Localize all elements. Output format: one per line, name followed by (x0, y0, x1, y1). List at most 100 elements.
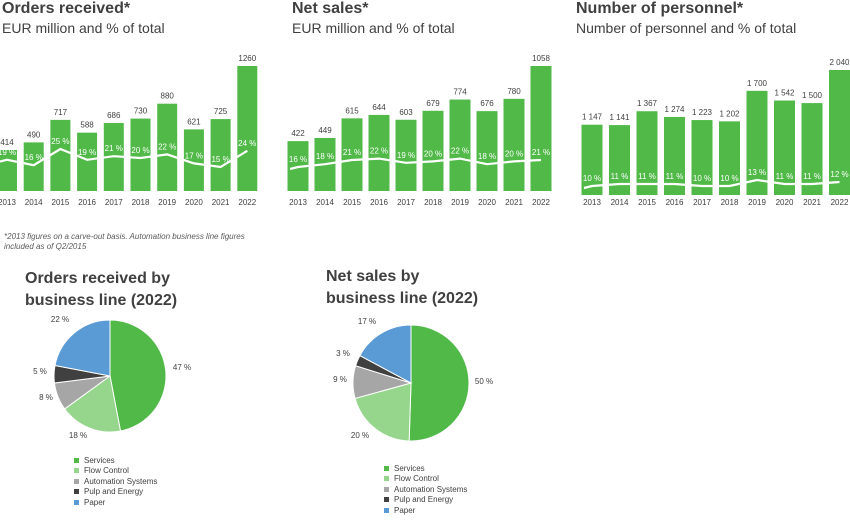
net_sales-year-label: 2018 (424, 198, 442, 207)
personnel-bar (774, 100, 795, 195)
legend-swatch (384, 476, 389, 482)
legend-swatch (384, 497, 389, 503)
legend-swatch (384, 465, 389, 471)
net_sales-year-label: 2022 (532, 198, 550, 207)
orders_received-value-label: 490 (27, 130, 41, 139)
net_sales-year-label: 2020 (478, 198, 496, 207)
net_sales-bar (395, 119, 417, 191)
personnel-year-label: 2013 (583, 198, 601, 207)
net_sales-share-label: 18 % (478, 152, 496, 161)
orders_received-share-label: 22 % (158, 142, 176, 151)
personnel-bar (664, 116, 685, 195)
personnel-value-label: 2 040 (829, 58, 850, 67)
personnel-share-label: 10 % (693, 174, 711, 183)
net_sales-bar (530, 66, 552, 191)
personnel-year-label: 2021 (803, 198, 821, 207)
net_sales-bar (341, 118, 363, 191)
legend-item: Services (384, 463, 467, 474)
orders_received-bar (157, 103, 178, 191)
orders_received-year-label: 2018 (132, 198, 150, 207)
legend-swatch (74, 457, 79, 463)
net_sales-year-label: 2014 (316, 198, 334, 207)
orders_received-value-label: 686 (107, 111, 121, 120)
net_sales-share-label: 22 % (451, 147, 469, 156)
net_sales-share-label: 18 % (316, 152, 334, 161)
personnel-value-label: 1 500 (802, 91, 823, 100)
personnel-bar (719, 121, 740, 195)
orders_received-year-label: 2022 (238, 198, 256, 207)
net_sales-share-label: 16 % (289, 155, 307, 164)
net_sales-value-label: 676 (480, 99, 494, 108)
personnel-bar (609, 125, 630, 195)
orders_received-share-label: 25 % (51, 137, 69, 146)
net_sales-value-label: 780 (507, 87, 521, 96)
personnel-year-label: 2019 (748, 198, 766, 207)
orders_received-share-label: 20 % (131, 146, 149, 155)
orders_by_business_line-slice (63, 375, 122, 433)
personnel-value-label: 1 542 (774, 89, 795, 98)
net_sales-share-line (289, 157, 542, 171)
legend-swatch (74, 478, 79, 484)
legend-label: Paper (394, 505, 416, 515)
legend-label: Pulp and Energy (84, 487, 144, 497)
orders_received-share-label: 19 % (78, 148, 96, 157)
legend-item: Automation Systems (74, 476, 157, 487)
personnel-year-label: 2014 (611, 198, 629, 207)
net_sales-share-label: 22 % (370, 147, 388, 156)
net_sales-value-label: 615 (345, 106, 359, 115)
net_sales-value-label: 1058 (532, 54, 550, 63)
net_sales_by_business_line-slice-label: 50 % (475, 377, 493, 386)
legend-item: Pulp and Energy (384, 495, 467, 506)
legend-item: Automation Systems (384, 484, 467, 495)
personnel-value-label: 1 147 (582, 113, 603, 122)
net_sales_by_business_line-slice-label: 20 % (351, 431, 369, 440)
personnel-year-label: 2018 (721, 198, 739, 207)
personnel-share-label: 11 % (638, 172, 656, 181)
orders-pie-title-line1: Orders received by (25, 270, 170, 287)
net_sales_by_business_line-slice (354, 382, 412, 442)
orders_received-value-label: 725 (214, 107, 228, 116)
personnel-value-label: 1 202 (719, 109, 740, 118)
orders_received-bar (77, 132, 98, 191)
net_sales_by_business_line-slice-label: 17 % (358, 317, 376, 326)
legend-swatch (384, 507, 389, 513)
orders-chart-subtitle: EUR million and % of total (2, 20, 165, 36)
personnel-bar (636, 111, 658, 195)
net_sales_by_business_line-slice (408, 324, 470, 442)
personnel-share-label: 11 % (803, 172, 821, 181)
personnel-share-label: 10 % (583, 174, 601, 183)
legend-label: Services (394, 463, 425, 473)
legend-label: Paper (84, 497, 106, 507)
net_sales-year-label: 2017 (397, 198, 415, 207)
orders_received-bar (210, 119, 231, 191)
net_sales-year-label: 2013 (289, 198, 307, 207)
orders_received-bar (50, 119, 71, 191)
legend-label: Flow Control (84, 466, 129, 476)
orders_by_business_line-slice-label: 22 % (51, 315, 69, 324)
personnel-bar (746, 90, 768, 195)
orders_received-share-label: 17 % (185, 151, 203, 160)
orders_received-bar (237, 66, 258, 191)
personnel-share-label: 10 % (720, 174, 738, 183)
orders_received-share-label: 16 % (25, 153, 43, 162)
net_sales-bar (503, 98, 525, 191)
legend-item: Flow Control (74, 466, 157, 477)
personnel-year-label: 2022 (831, 198, 849, 207)
orders_received-year-label: 2014 (25, 198, 43, 207)
legend-swatch (74, 489, 79, 495)
legend-label: Pulp and Energy (394, 495, 454, 505)
orders_received-bar (183, 129, 204, 191)
legend-swatch (74, 499, 79, 505)
personnel-bar (581, 124, 603, 195)
personnel-year-label: 2016 (666, 198, 684, 207)
net_sales-year-label: 2021 (505, 198, 523, 207)
orders_received-share-label: 19 % (0, 148, 16, 157)
net_sales-bar (476, 111, 498, 191)
orders_received-share-label: 24 % (238, 139, 256, 148)
net_sales-value-label: 422 (291, 129, 305, 138)
net_sales-value-label: 644 (372, 103, 386, 112)
orders_received-value-label: 1260 (238, 54, 256, 63)
personnel-share-label: 12 % (830, 170, 848, 179)
net-sales-pie-title-line2: business line (2022) (326, 290, 479, 307)
